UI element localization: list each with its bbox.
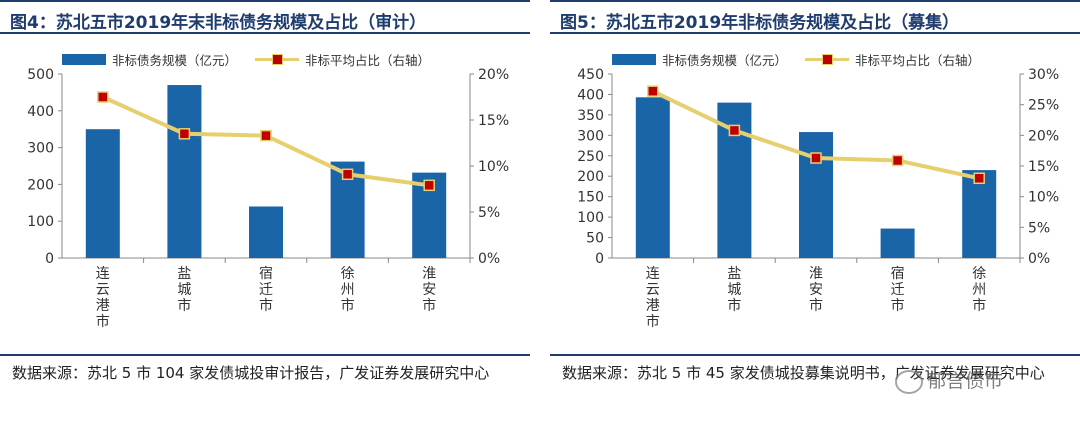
y2-tick-label: 5% — [478, 205, 500, 221]
bar — [167, 85, 202, 258]
line-point — [810, 152, 822, 164]
y2-tick-label: 0% — [1028, 251, 1050, 267]
source-note: 数据来源：苏北 5 市 104 家发债城投审计报告，广发证券发展研究中心 — [12, 364, 490, 382]
y-tick-label: 300 — [577, 128, 604, 144]
line-point — [97, 91, 109, 103]
legend-line-swatch — [805, 54, 850, 65]
y2-tick-label: 25% — [1028, 98, 1059, 114]
x-tick-label: 盐城市 — [727, 266, 741, 314]
y-tick-label: 500 — [27, 67, 54, 83]
line-point — [891, 154, 904, 167]
y-tick-label: 350 — [577, 108, 604, 124]
line-point — [647, 85, 659, 97]
legend: 非标债务规模（亿元） 非标平均占比（右轴） — [612, 50, 980, 69]
bar — [962, 170, 997, 258]
x-tick-label: 淮安市 — [422, 266, 436, 314]
x-tick-label: 淮安市 — [809, 266, 823, 314]
y-tick-label: 0 — [45, 251, 54, 267]
y-tick-label: 200 — [577, 169, 604, 185]
y-tick-label: 250 — [577, 149, 604, 165]
chart-plot: 0 100 200 300 400 500 0% 5% 10% 15% 20% 连云港市 盐城市 宿迁市 徐… — [27, 67, 509, 330]
line-point — [178, 128, 191, 140]
legend: 非标债务规模（亿元） 非标平均占比（右轴） — [62, 50, 430, 69]
line-point — [728, 124, 741, 137]
chart-title: 图5：苏北五市2019年非标债务规模及占比（募集） — [560, 13, 960, 33]
y-tick-label: 100 — [577, 210, 604, 226]
x-tick-label: 宿迁市 — [259, 265, 273, 314]
y2-tick-label: 0% — [478, 251, 500, 267]
legend-line-swatch — [255, 54, 300, 65]
y-tick-label: 300 — [27, 141, 54, 157]
x-tick-label: 宿迁市 — [891, 265, 905, 314]
y-tick-label: 400 — [27, 104, 54, 120]
x-tick-label: 连云港市 — [646, 266, 660, 330]
title-bar: 图5：苏北五市2019年非标债务规模及占比（募集） — [550, 0, 1080, 34]
y2-tick-label: 30% — [1028, 67, 1059, 83]
x-tick-label: 盐城市 — [177, 266, 191, 314]
y2-tick-label: 10% — [1028, 190, 1059, 206]
watermark-text: 郁言债市 — [927, 370, 1004, 392]
watermark: 郁言债市 — [895, 366, 1003, 394]
legend-line-label: 非标平均占比（右轴） — [305, 53, 431, 68]
x-tick-label: 徐州市 — [341, 266, 355, 314]
source-divider — [550, 354, 1080, 356]
wechat-icon — [895, 369, 923, 394]
line-point — [973, 172, 985, 185]
y2-tick-label: 20% — [478, 67, 509, 83]
chart-panel-audit: 图4：苏北五市2019年末非标债务规模及占比（审计） 非标债务规模（亿元） 非标… — [0, 0, 530, 426]
bar — [880, 228, 915, 258]
bar — [799, 132, 833, 258]
line-point — [423, 179, 435, 192]
chart-plot: 0 50 100 150 200 250 300 350 400 450 0% 5% 10% 15% 20%… — [577, 67, 1059, 330]
legend-bar-label: 非标债务规模（亿元） — [662, 53, 788, 68]
y-tick-label: 150 — [577, 190, 604, 206]
y-tick-label: 400 — [577, 87, 604, 103]
title-bar: 图4：苏北五市2019年末非标债务规模及占比（审计） — [0, 0, 530, 34]
y2-tick-label: 10% — [478, 159, 509, 175]
y2-tick-label: 15% — [1028, 159, 1059, 175]
x-tick-label: 连云港市 — [96, 266, 110, 330]
y-tick-label: 50 — [586, 231, 604, 247]
y2-tick-label: 5% — [1028, 220, 1050, 236]
bar — [249, 206, 283, 258]
y-tick-label: 450 — [577, 67, 604, 83]
bar — [85, 129, 120, 258]
line-point — [341, 168, 354, 181]
legend-line-label: 非标平均占比（右轴） — [855, 53, 981, 68]
source-note: 数据来源：苏北 5 市 45 家发债城投募集说明书，广发证券发展研究中心 — [562, 364, 1045, 382]
y-tick-label: 0 — [595, 251, 604, 267]
y2-tick-label: 20% — [1028, 128, 1059, 144]
bar — [635, 97, 670, 258]
y-tick-label: 100 — [27, 214, 54, 230]
line-point — [260, 129, 272, 142]
legend-bar-label: 非标债务规模（亿元） — [112, 53, 238, 68]
x-tick-label: 徐州市 — [972, 266, 986, 314]
source-divider — [0, 354, 530, 356]
chart-title: 图4：苏北五市2019年末非标债务规模及占比（审计） — [10, 13, 427, 33]
y-tick-label: 200 — [27, 177, 54, 193]
y2-tick-label: 15% — [478, 113, 509, 129]
legend-bar-swatch — [62, 54, 106, 65]
chart-panel-prospectus: 图5：苏北五市2019年非标债务规模及占比（募集） 非标债务规模（亿元） 非标平… — [550, 0, 1080, 426]
legend-bar-swatch — [612, 54, 656, 65]
